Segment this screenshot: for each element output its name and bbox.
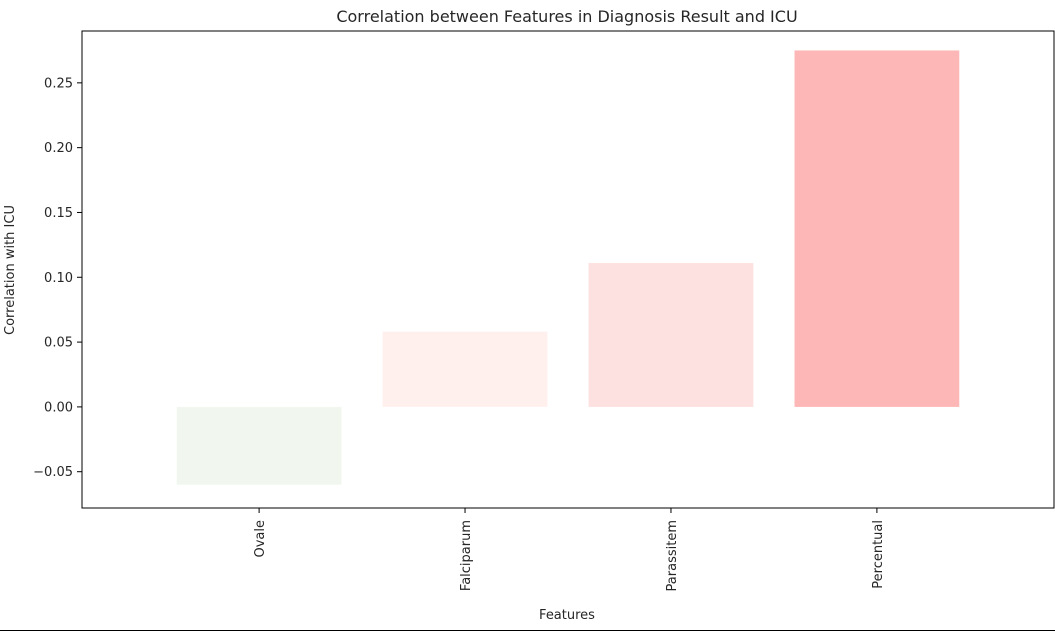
y-tick-label: 0.10: [44, 271, 73, 286]
x-axis-label: Features: [539, 608, 595, 623]
x-tick-label: Falciparum: [459, 520, 474, 591]
y-tick-label: 0.05: [44, 336, 73, 351]
chart-title: Correlation between Features in Diagnosi…: [336, 7, 797, 26]
x-tick-label: Ovale: [253, 520, 268, 558]
y-tick-label: 0.00: [44, 400, 73, 415]
y-axis-label: Correlation with ICU: [3, 205, 18, 335]
y-tick-label: −0.05: [33, 465, 73, 480]
x-tick-label: Parassitem: [665, 520, 680, 591]
y-axis: −0.05 0.00 0.05 0.10 0.15 0.20 0.25: [33, 76, 82, 480]
bar-ovale: [176, 406, 342, 485]
x-tick-label: Percentual: [871, 520, 886, 589]
bottom-rule: [0, 630, 1055, 631]
bar-percentual: [794, 50, 960, 407]
x-axis: Ovale Falciparum Parassitem Percentual: [253, 508, 886, 591]
y-tick-label: 0.15: [44, 206, 73, 221]
y-tick-label: 0.20: [44, 141, 73, 156]
bars-layer: [176, 50, 960, 485]
bar-parassitem: [588, 263, 754, 407]
y-tick-label: 0.25: [44, 76, 73, 91]
plot-frame: [81, 30, 1055, 509]
bar-falciparum: [382, 331, 548, 407]
